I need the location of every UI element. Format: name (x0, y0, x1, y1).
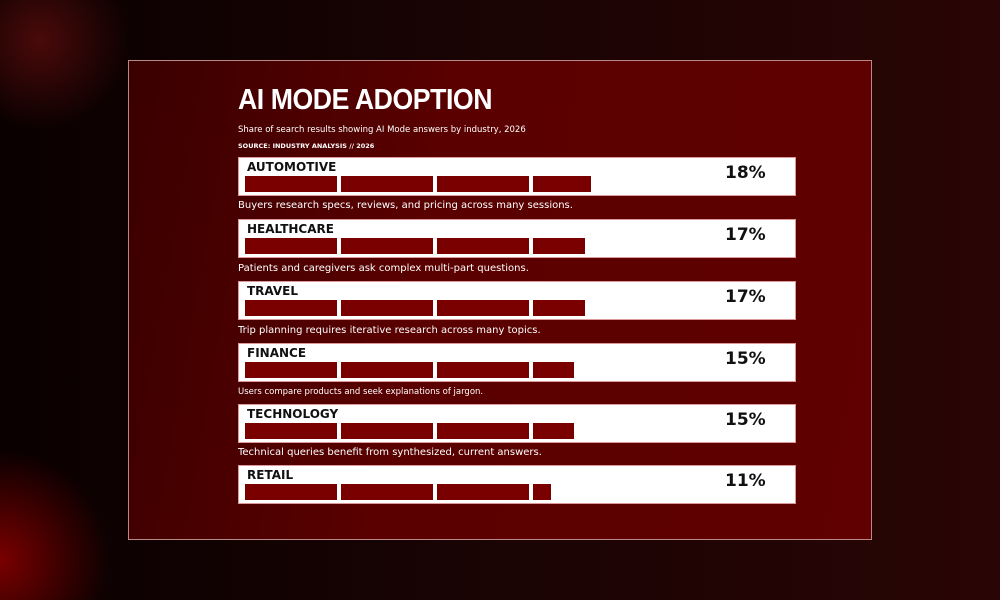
bar-segment (341, 176, 433, 192)
bar-segment (245, 484, 337, 500)
value-label: 17% (725, 287, 766, 307)
category-label: AUTOMOTIVE (247, 160, 337, 174)
chart-subtitle: Share of search results showing AI Mode … (238, 125, 526, 135)
bar-segment (437, 176, 529, 192)
value-label: 18% (725, 163, 766, 183)
bar-segment (437, 423, 529, 439)
bar (245, 362, 785, 378)
category-label: TRAVEL (247, 284, 299, 298)
bar (245, 176, 785, 192)
value-label: 11% (725, 471, 766, 491)
bar-row: FINANCE 15% (238, 343, 796, 382)
category-label: HEALTHCARE (247, 222, 334, 236)
bar-segment (533, 362, 574, 378)
bar (245, 423, 785, 439)
bar-segment (341, 238, 433, 254)
bar (245, 238, 785, 254)
category-label: RETAIL (247, 468, 294, 482)
bar-segment (245, 176, 337, 192)
category-description: Patients and caregivers ask complex mult… (238, 263, 529, 274)
category-description: Users compare products and seek explanat… (238, 387, 484, 397)
bar-segment (245, 423, 337, 439)
value-label: 15% (725, 349, 766, 369)
bar-row: TECHNOLOGY 15% (238, 404, 796, 443)
bar-segment (533, 238, 585, 254)
bar (245, 484, 785, 500)
bar-segment (437, 484, 529, 500)
bar-segment (341, 362, 433, 378)
category-description: Technical queries benefit from synthesiz… (238, 447, 542, 458)
bar-segment (533, 176, 591, 192)
chart-title: AI MODE ADOPTION (238, 84, 493, 116)
bar-row: TRAVEL 17% (238, 281, 796, 320)
category-label: FINANCE (247, 346, 307, 360)
bar-segment (341, 484, 433, 500)
category-label: TECHNOLOGY (247, 407, 339, 421)
category-description: Trip planning requires iterative researc… (238, 325, 541, 336)
bar-row: AUTOMOTIVE 18% (238, 157, 796, 196)
bar-segment (437, 238, 529, 254)
bar-row: HEALTHCARE 17% (238, 219, 796, 258)
value-label: 17% (725, 225, 766, 245)
bar-segment (533, 484, 551, 500)
bar (245, 300, 785, 316)
bar-segment (245, 300, 337, 316)
chart-source: SOURCE: INDUSTRY ANALYSIS // 2026 (238, 142, 375, 150)
bar-segment (341, 300, 433, 316)
bar-segment (437, 300, 529, 316)
category-description: Buyers research specs, reviews, and pric… (238, 200, 573, 211)
bar-segment (533, 300, 585, 316)
bar-segment (533, 423, 574, 439)
value-label: 15% (725, 410, 766, 430)
bar-segment (245, 238, 337, 254)
bar-segment (245, 362, 337, 378)
bar-segment (437, 362, 529, 378)
bar-segment (341, 423, 433, 439)
bar-row: RETAIL 11% (238, 465, 796, 504)
